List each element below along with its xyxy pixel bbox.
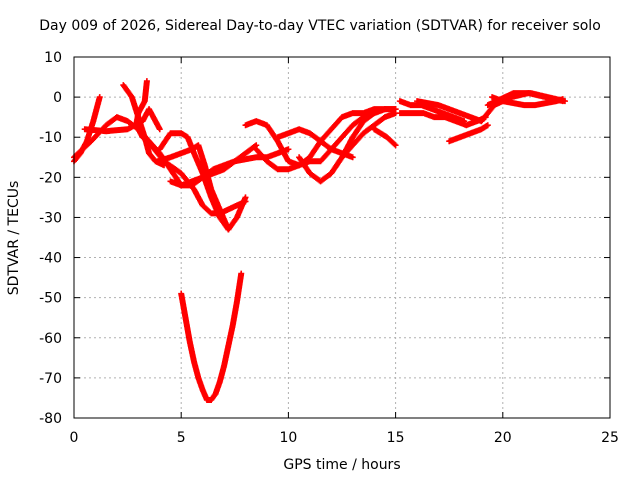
series-arc-19 xyxy=(446,122,491,145)
data-markers xyxy=(446,122,491,145)
data-series xyxy=(71,78,568,403)
data-markers xyxy=(178,270,245,403)
y-tick-label: 0 xyxy=(53,90,62,106)
data-markers xyxy=(71,114,185,189)
data-markers xyxy=(414,98,485,125)
plot-frame xyxy=(73,56,611,419)
series-arc-15 xyxy=(371,126,399,149)
data-markers xyxy=(371,126,399,149)
y-axis-label: SDTVAR / TECUs xyxy=(6,180,22,296)
series-arc-16 xyxy=(396,98,468,125)
x-tick-label: 20 xyxy=(494,430,512,446)
series-arc-23 xyxy=(178,270,245,403)
x-tick-label: 10 xyxy=(279,430,297,446)
x-tick-label: 15 xyxy=(387,430,405,446)
x-axis-label: GPS time / hours xyxy=(283,457,401,473)
x-tick-label: 5 xyxy=(177,430,186,446)
series-arc-2 xyxy=(71,114,185,189)
data-markers xyxy=(178,142,260,189)
chart-title: Day 009 of 2026, Sidereal Day-to-day VTE… xyxy=(39,18,601,34)
data-markers xyxy=(339,110,399,161)
y-tick-label: -50 xyxy=(39,291,62,307)
data-markers xyxy=(489,94,566,109)
x-tick-label: 0 xyxy=(70,430,79,446)
tick-labels: 0 5 10 15 20 25 10 0 -10 -20 -30 -40 -50 -60 -70 -80 xyxy=(39,50,619,446)
y-tick-label: -30 xyxy=(39,210,62,226)
y-tick-label: 10 xyxy=(44,50,62,66)
series-arc-9 xyxy=(178,142,260,189)
data-markers xyxy=(396,98,468,125)
y-tick-label: -20 xyxy=(39,170,62,186)
y-tick-label: -70 xyxy=(39,371,62,387)
y-tick-label: -10 xyxy=(39,130,62,146)
x-tick-label: 25 xyxy=(601,430,619,446)
series-arc-14 xyxy=(339,110,399,161)
y-tick-label: -80 xyxy=(39,411,62,427)
y-tick-label: -40 xyxy=(39,251,62,267)
axis-ticks xyxy=(73,56,611,419)
series-arc-18 xyxy=(414,98,485,125)
grid xyxy=(74,57,610,418)
y-tick-label: -60 xyxy=(39,331,62,347)
series-arc-22 xyxy=(489,94,566,109)
